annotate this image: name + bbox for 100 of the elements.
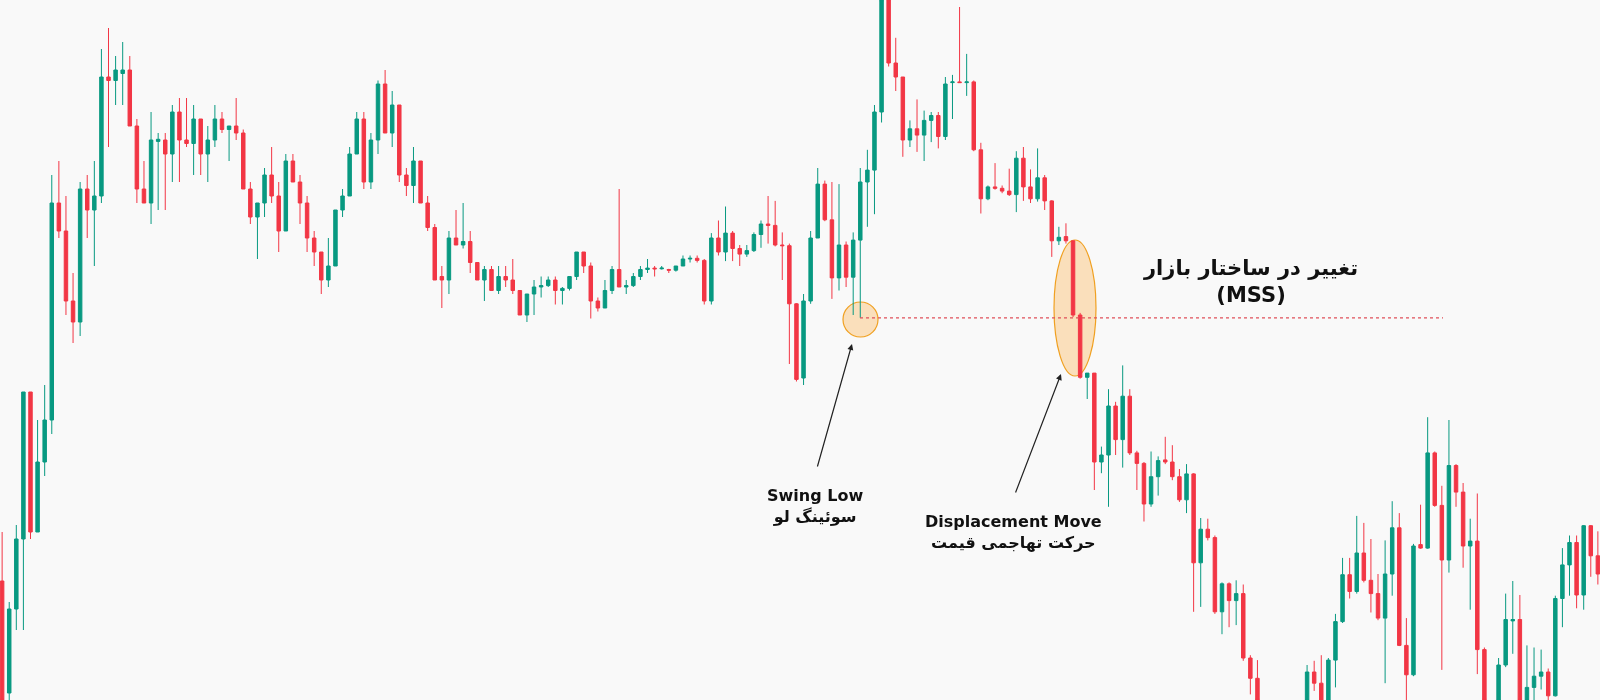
candlestick: [531, 279, 537, 316]
candlestick: [1482, 647, 1487, 700]
candlestick: [1006, 168, 1012, 197]
candlestick: [283, 153, 289, 232]
candlestick: [1510, 580, 1515, 655]
candlestick: [900, 76, 906, 158]
candlestick: [432, 223, 437, 281]
candlestick: [1446, 419, 1452, 574]
candlestick: [1425, 416, 1430, 550]
candlestick: [1141, 461, 1147, 522]
candlestick: [170, 104, 175, 183]
candlestick: [0, 531, 5, 700]
candlestick: [290, 153, 296, 183]
candlestick: [588, 262, 594, 319]
candlestick: [212, 104, 218, 148]
candlestick: [1574, 535, 1579, 609]
candlestick: [219, 111, 225, 134]
candlestick: [843, 241, 849, 288]
candlestick: [134, 118, 140, 204]
candlestick: [1184, 463, 1189, 514]
candlestick: [489, 265, 494, 291]
candlestick: [1113, 401, 1118, 456]
candlestick: [957, 6, 962, 84]
candlestick: [1411, 543, 1416, 677]
candlestick: [1120, 364, 1125, 469]
candlestick: [574, 251, 579, 281]
candlestick: [829, 181, 835, 300]
candlestick: [1397, 512, 1402, 647]
candlestick: [1418, 504, 1423, 550]
candlestick: [794, 302, 799, 382]
candlestick: [1475, 493, 1480, 675]
candlestick: [872, 104, 877, 215]
candlestick: [1467, 518, 1473, 611]
candlestick: [524, 293, 530, 323]
candlestick: [1361, 522, 1367, 583]
candlestick: [1311, 660, 1317, 692]
candlestick: [602, 279, 608, 309]
candlestick: [936, 111, 941, 149]
candlestick: [1382, 539, 1388, 684]
candlestick: [375, 80, 381, 155]
candlestick: [850, 231, 856, 316]
candlestick: [652, 265, 657, 277]
candlestick: [1177, 468, 1182, 503]
candlestick: [155, 132, 161, 211]
candlestick: [85, 174, 90, 239]
candlestick: [1304, 664, 1310, 700]
candlestick: [1255, 659, 1260, 700]
candlestick: [1163, 436, 1168, 465]
candlestick: [1155, 455, 1161, 497]
candlestick: [503, 265, 508, 288]
candlestick: [1553, 595, 1558, 697]
candlestick: [822, 180, 828, 222]
candlestick: [1099, 446, 1104, 474]
candlestick: [1219, 581, 1225, 635]
candlestick: [1496, 657, 1501, 700]
candlestick: [609, 265, 615, 295]
candlestick: [1212, 535, 1218, 615]
candlestick: [340, 188, 345, 218]
candlestick: [1333, 613, 1338, 688]
candlestick: [780, 231, 785, 281]
candlestick: [545, 276, 551, 288]
candlestick: [971, 80, 976, 152]
candlestick: [70, 272, 76, 344]
candlestick: [1460, 482, 1466, 569]
candlestick: [49, 174, 55, 435]
candlestick: [1077, 312, 1083, 380]
candlestick: [276, 181, 281, 253]
candlestick: [63, 195, 69, 316]
candlestick: [1595, 530, 1600, 585]
candlestick: [382, 69, 388, 134]
candlestick: [858, 167, 863, 319]
candlestick: [1085, 372, 1090, 400]
candlestick: [269, 146, 274, 204]
candlestick: [517, 290, 523, 316]
candlestick: [1092, 372, 1097, 491]
candlestick: [1241, 584, 1246, 662]
candlestick: [467, 230, 473, 274]
candlestick: [1375, 573, 1381, 621]
candlestick: [496, 265, 501, 295]
candlestick: [624, 279, 629, 295]
candlestick: [1524, 644, 1530, 700]
candlestick: [907, 119, 913, 148]
candlestick: [304, 195, 310, 253]
candlestick: [1127, 388, 1133, 456]
candlestick: [177, 97, 182, 183]
candlestick: [14, 524, 19, 631]
candlestick: [1056, 226, 1062, 246]
candlestick: [1028, 168, 1033, 204]
candlestick: [1545, 668, 1551, 700]
candlestick: [744, 244, 750, 258]
candlestick: [1014, 150, 1019, 213]
candlestick: [1538, 649, 1544, 690]
candlestick: [638, 265, 643, 281]
candlestick: [709, 232, 714, 305]
candlestick: [666, 268, 672, 274]
candlestick: [581, 251, 586, 274]
candlestick: [1170, 444, 1175, 481]
candlestick: [659, 265, 664, 270]
candlestick: [297, 174, 303, 225]
candlestick: [1198, 517, 1203, 608]
